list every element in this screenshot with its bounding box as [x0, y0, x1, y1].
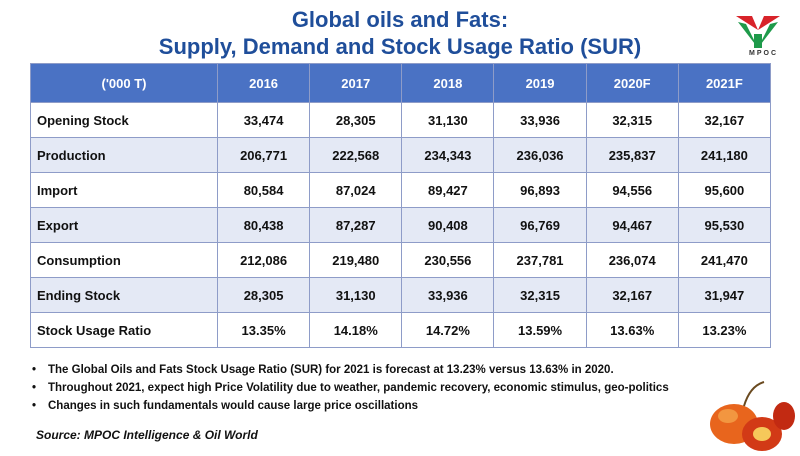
- table-cell: 219,480: [309, 242, 403, 278]
- table-cell: 14.18%: [309, 312, 403, 348]
- notes-list: • The Global Oils and Fats Stock Usage Ra…: [30, 361, 730, 415]
- header-2017: 2017: [309, 63, 403, 103]
- header-2018: 2018: [401, 63, 495, 103]
- table-cell: 95,600: [677, 172, 772, 208]
- bullet-icon: •: [32, 382, 37, 394]
- table-cell: 31,130: [401, 102, 495, 138]
- table-cell: 28,305: [216, 277, 311, 313]
- row-label: Stock Usage Ratio: [30, 312, 218, 348]
- header-2019: 2019: [493, 63, 587, 103]
- table-cell: 95,530: [677, 207, 772, 243]
- table-header-row: ('000 T) 2016 2017 2018 2019 2020F 2021F: [30, 63, 772, 103]
- table-cell: 13.35%: [216, 312, 311, 348]
- table-cell: 241,180: [677, 137, 772, 173]
- table-row: Stock Usage Ratio 13.35% 14.18% 14.72% 1…: [30, 312, 772, 348]
- page-title: Global oils and Fats: Supply, Demand and…: [0, 6, 800, 60]
- table-cell: 235,837: [585, 137, 679, 173]
- table-row: Production 206,771 222,568 234,343 236,0…: [30, 137, 772, 173]
- table-cell: 80,438: [216, 207, 311, 243]
- note-text: The Global Oils and Fats Stock Usage Rat…: [48, 364, 614, 376]
- list-item: • Throughout 2021, expect high Price Vola…: [30, 379, 730, 397]
- table-cell: 31,130: [309, 277, 403, 313]
- row-label: Import: [30, 172, 218, 208]
- table-cell: 241,470: [677, 242, 772, 278]
- header-unit: ('000 T): [30, 63, 218, 103]
- table-cell: 13.59%: [493, 312, 587, 348]
- logo-text: MPOC: [749, 50, 778, 57]
- note-text: Throughout 2021, expect high Price Volat…: [48, 382, 669, 394]
- table-cell: 94,556: [585, 172, 679, 208]
- table-cell: 87,287: [309, 207, 403, 243]
- table-cell: 33,474: [216, 102, 311, 138]
- table-cell: 94,467: [585, 207, 679, 243]
- title-line-1: Global oils and Fats:: [291, 7, 509, 32]
- table-cell: 13.63%: [585, 312, 679, 348]
- table-cell: 13.23%: [677, 312, 772, 348]
- table-cell: 237,781: [493, 242, 587, 278]
- table-cell: 212,086: [216, 242, 311, 278]
- table-cell: 236,036: [493, 137, 587, 173]
- table-cell: 32,167: [677, 102, 772, 138]
- table-row: Opening Stock 33,474 28,305 31,130 33,93…: [30, 102, 772, 138]
- table-row: Export 80,438 87,287 90,408 96,769 94,46…: [30, 207, 772, 243]
- row-label: Consumption: [30, 242, 218, 278]
- bullet-icon: •: [32, 400, 37, 412]
- note-text: Changes in such fundamentals would cause…: [48, 400, 419, 412]
- row-label: Ending Stock: [30, 277, 218, 313]
- bullet-icon: •: [32, 364, 37, 376]
- table-cell: 234,343: [401, 137, 495, 173]
- table-cell: 87,024: [309, 172, 403, 208]
- table-cell: 31,947: [677, 277, 772, 313]
- table-cell: 14.72%: [401, 312, 495, 348]
- table-cell: 230,556: [401, 242, 495, 278]
- table-row: Consumption 212,086 219,480 230,556 237,…: [30, 242, 772, 278]
- list-item: • Changes in such fundamentals would caus…: [30, 397, 730, 415]
- row-label: Production: [30, 137, 218, 173]
- row-label: Opening Stock: [30, 102, 218, 138]
- list-item: • The Global Oils and Fats Stock Usage Ra…: [30, 361, 730, 379]
- table-cell: 96,769: [493, 207, 587, 243]
- table-cell: 89,427: [401, 172, 495, 208]
- table-cell: 236,074: [585, 242, 679, 278]
- table-cell: 33,936: [401, 277, 495, 313]
- palm-fruit-icon: [710, 381, 795, 451]
- header-2021f: 2021F: [677, 63, 772, 103]
- table-cell: 206,771: [216, 137, 311, 173]
- table-cell: 32,315: [493, 277, 587, 313]
- table-cell: 33,936: [493, 102, 587, 138]
- table-cell: 28,305: [309, 102, 403, 138]
- table-cell: 222,568: [309, 137, 403, 173]
- title-line-2: Supply, Demand and Stock Usage Ratio (SU…: [158, 34, 642, 59]
- header-2020f: 2020F: [585, 63, 679, 103]
- mpoc-logo-icon: [736, 16, 780, 48]
- table-cell: 90,408: [401, 207, 495, 243]
- source-text: Source: MPOC Intelligence & Oil World: [36, 428, 258, 442]
- table-row: Import 80,584 87,024 89,427 96,893 94,55…: [30, 172, 772, 208]
- header-2016: 2016: [216, 63, 311, 103]
- table-cell: 32,167: [585, 277, 679, 313]
- row-label: Export: [30, 207, 218, 243]
- table-row: Ending Stock 28,305 31,130 33,936 32,315…: [30, 277, 772, 313]
- sur-table: ('000 T) 2016 2017 2018 2019 2020F 2021F…: [30, 63, 772, 348]
- table-cell: 96,893: [493, 172, 587, 208]
- table-cell: 80,584: [216, 172, 311, 208]
- table-cell: 32,315: [585, 102, 679, 138]
